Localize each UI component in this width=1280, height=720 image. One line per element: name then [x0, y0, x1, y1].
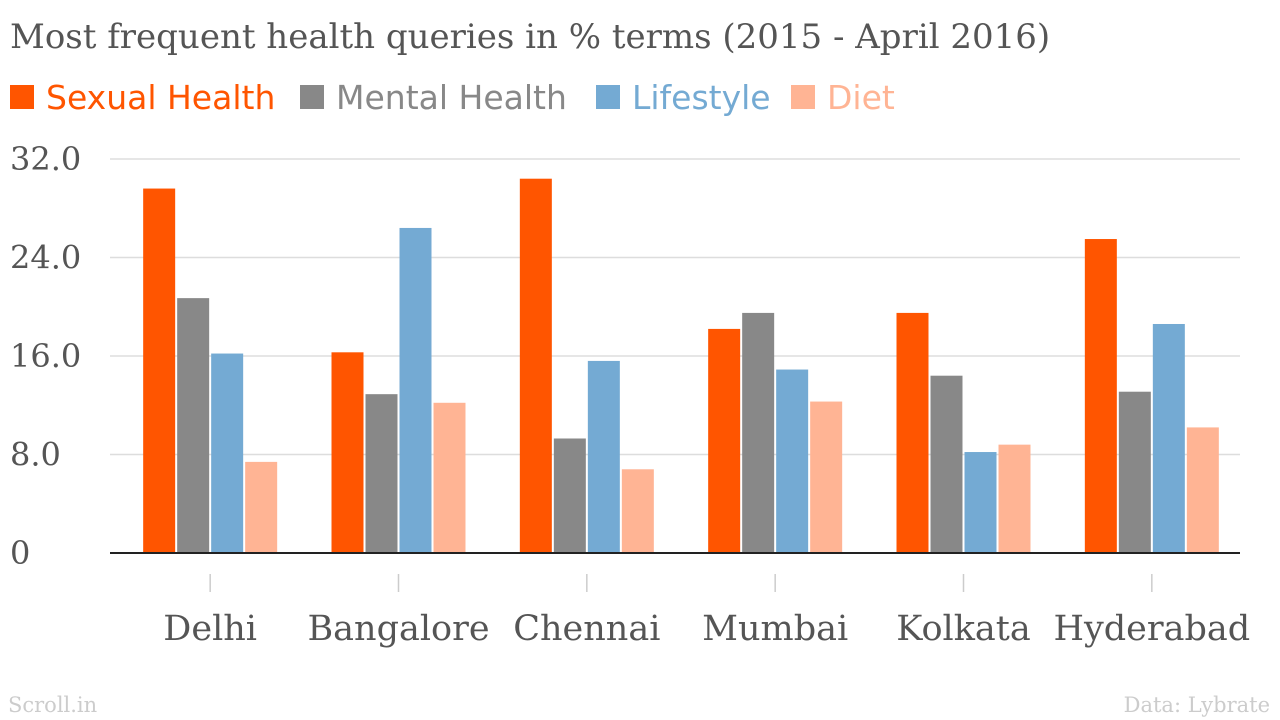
legend-item: Mental Health: [300, 78, 567, 117]
bar: [621, 469, 654, 553]
chart-title: Most frequent health queries in % terms …: [10, 17, 1050, 57]
gridlines: [110, 158, 1240, 456]
source-right: Data: Lybrate: [1124, 693, 1270, 717]
bar: [930, 375, 963, 553]
legend-label: Diet: [827, 78, 895, 117]
legend-swatch: [791, 85, 815, 109]
y-tick-label: 8.0: [10, 436, 61, 474]
y-tick-label: 0: [10, 534, 30, 572]
source-left: Scroll.in: [8, 693, 97, 717]
legend-label: Lifestyle: [632, 78, 771, 117]
bar: [1152, 323, 1185, 553]
bar: [399, 227, 432, 553]
y-tick-label: 16.0: [10, 337, 81, 375]
bar: [1186, 427, 1219, 553]
x-tick-label: Kolkata: [896, 609, 1030, 649]
bar: [211, 353, 244, 553]
bars: [143, 178, 1219, 554]
bar: [245, 461, 278, 553]
x-axis-ticks: Delhi Bangalore Chennai Mumbai Kolkata Hydera…: [163, 574, 1250, 649]
bar: [553, 438, 586, 553]
bar: [331, 352, 364, 553]
bar: [998, 444, 1031, 553]
bar: [896, 312, 929, 553]
bar: [177, 298, 210, 553]
bar: [708, 328, 741, 553]
legend-label: Mental Health: [336, 78, 567, 117]
bar: [1118, 391, 1151, 553]
bar: [519, 178, 552, 553]
legend: Sexual Health Mental Health Lifestyle Diet: [10, 78, 895, 117]
x-tick-label: Chennai: [513, 609, 660, 649]
legend-swatch: [10, 85, 34, 109]
y-axis-ticks: 0 8.0 16.0 24.0 32.0: [10, 140, 81, 572]
x-tick-label: Bangalore: [307, 609, 489, 649]
bar: [587, 360, 620, 553]
x-tick-label: Mumbai: [702, 609, 848, 649]
bar: [776, 369, 809, 553]
bar: [433, 402, 466, 553]
legend-swatch: [596, 85, 620, 109]
bar: [143, 188, 176, 554]
legend-item: Sexual Health: [10, 78, 275, 117]
bar: [1084, 239, 1117, 553]
legend-item: Diet: [791, 78, 895, 117]
legend-swatch: [300, 85, 324, 109]
legend-item: Lifestyle: [596, 78, 771, 117]
bar: [964, 452, 997, 553]
x-tick-label: Delhi: [163, 609, 257, 649]
x-tick-label: Hyderabad: [1053, 609, 1250, 649]
bar: [365, 394, 398, 553]
bar: [742, 312, 775, 553]
y-tick-label: 32.0: [10, 140, 81, 178]
y-tick-label: 24.0: [10, 239, 81, 277]
legend-label: Sexual Health: [46, 78, 275, 117]
bar: [810, 401, 843, 553]
